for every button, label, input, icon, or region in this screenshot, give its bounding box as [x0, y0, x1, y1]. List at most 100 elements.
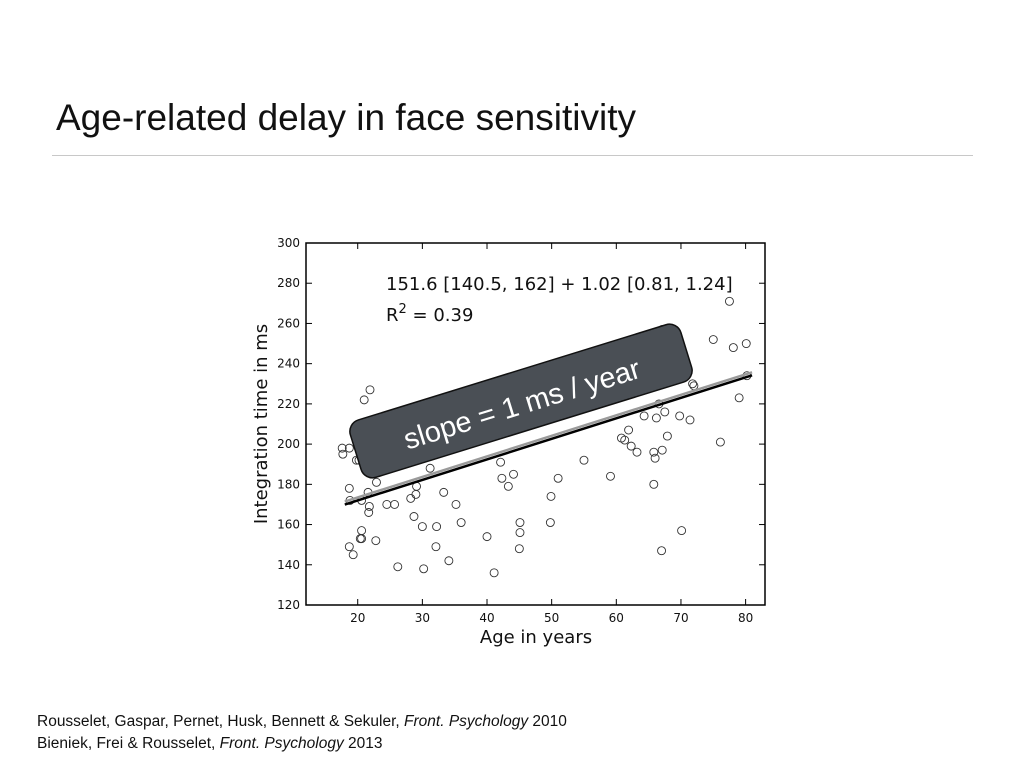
data-point [417, 522, 427, 532]
data-point [503, 481, 513, 491]
y-tick-label: 300 [277, 236, 300, 250]
data-point [553, 473, 563, 483]
data-point [371, 536, 381, 546]
data-point [546, 491, 556, 501]
data-point [685, 415, 695, 425]
y-tick-label: 280 [277, 276, 300, 290]
data-point [626, 441, 636, 451]
data-point [632, 447, 642, 457]
data-point [657, 546, 667, 556]
data-point [688, 379, 698, 389]
data-point [451, 499, 461, 509]
axis-ticks: 20 30 40 50 60 70 80 120 140 160 180 200 220 240 260 28… [277, 236, 765, 625]
data-point [338, 449, 348, 459]
y-tick-label: 220 [277, 397, 300, 411]
y-axis-label: Integration time in ms [251, 324, 272, 524]
reference-journal: Front. Psychology [219, 735, 344, 752]
data-point [364, 502, 374, 511]
data-point [482, 532, 492, 542]
y-tick-label: 140 [277, 558, 300, 572]
data-point [432, 522, 442, 532]
regression-line-main [344, 374, 753, 506]
y-tick-label: 120 [277, 598, 300, 612]
data-point [650, 453, 660, 463]
data-point [728, 343, 738, 353]
data-point [357, 534, 367, 544]
data-point [639, 411, 649, 421]
data-point [411, 489, 421, 499]
data-point [348, 550, 358, 560]
x-tick-label: 70 [673, 611, 688, 625]
data-point [649, 479, 659, 489]
data-point [344, 443, 354, 453]
data-point [677, 526, 687, 536]
data-point [662, 431, 672, 441]
data-point [425, 463, 435, 473]
data-point [545, 518, 555, 527]
data-point [660, 407, 670, 417]
data-point [365, 385, 375, 395]
x-tick-label: 60 [609, 611, 624, 625]
data-point [344, 542, 354, 552]
references: Rousselet, Gaspar, Pernet, Husk, Bennett… [37, 711, 567, 755]
slope-callout-box [349, 323, 693, 479]
data-point [439, 487, 449, 497]
data-point [708, 335, 718, 344]
y-tick-label: 180 [277, 477, 300, 491]
data-point [741, 339, 751, 349]
x-tick-label: 50 [544, 611, 559, 625]
data-point [496, 457, 506, 467]
data-point [724, 296, 734, 306]
reference-1: Rousselet, Gaspar, Pernet, Husk, Bennett… [37, 711, 567, 733]
data-point [344, 483, 354, 493]
reference-authors: Rousselet, Gaspar, Pernet, Husk, Bennett… [37, 713, 405, 730]
data-point [364, 508, 374, 517]
regression-line-shadow [344, 371, 753, 503]
data-point [409, 512, 419, 521]
y-tick-label: 260 [277, 316, 300, 330]
data-point [514, 544, 524, 554]
data-point [393, 562, 403, 572]
data-point [649, 447, 659, 457]
regression-equation: 151.6 [140.5, 162] + 1.02 [0.81, 1.24] [386, 274, 733, 295]
reference-journal: Front. Psychology [404, 713, 529, 730]
data-point [515, 518, 525, 527]
data-point [509, 469, 518, 479]
data-point [657, 445, 667, 455]
y-tick-label: 200 [277, 437, 300, 451]
title-divider [52, 155, 973, 156]
data-point [579, 455, 589, 465]
reference-year: 2010 [528, 713, 567, 730]
y-tick-label: 240 [277, 357, 300, 371]
data-point [515, 528, 525, 538]
data-point [444, 556, 454, 566]
slide-title: Age-related delay in face sensitivity [56, 97, 636, 138]
data-point [419, 564, 429, 574]
x-tick-label: 80 [738, 611, 753, 625]
regression-line [344, 371, 753, 506]
data-point [651, 413, 661, 423]
r-squared-label: R2 = 0.39 [386, 302, 473, 326]
data-point [620, 435, 630, 445]
data-point [337, 443, 347, 453]
data-point [372, 477, 381, 487]
data-point [359, 395, 369, 405]
data-point [431, 542, 441, 552]
reference-2: Bieniek, Frei & Rousselet, Front. Psycho… [37, 733, 567, 755]
data-point [390, 499, 400, 509]
y-tick-label: 160 [277, 518, 300, 532]
data-point [734, 393, 744, 403]
data-point [489, 568, 499, 578]
x-tick-label: 20 [350, 611, 365, 625]
x-tick-label: 40 [479, 611, 494, 625]
x-tick-label: 30 [415, 611, 430, 625]
x-axis-label: Age in years [480, 627, 592, 648]
data-point [456, 518, 466, 527]
reference-year: 2013 [343, 735, 383, 752]
data-point [675, 411, 685, 421]
data-point [497, 473, 507, 483]
data-point [715, 437, 725, 447]
reference-authors: Bieniek, Frei & Rousselet, [37, 735, 220, 752]
data-point [606, 471, 615, 481]
